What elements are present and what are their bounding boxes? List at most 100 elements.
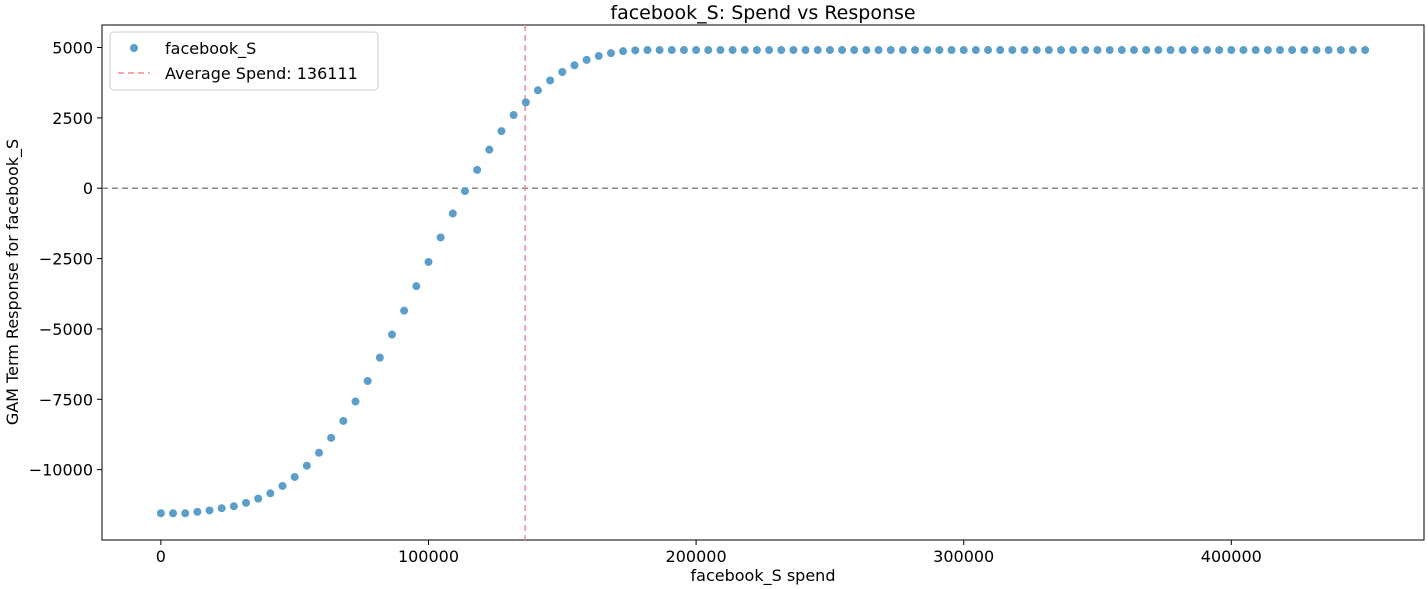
data-point <box>1069 46 1078 55</box>
data-point <box>789 46 798 55</box>
data-point <box>1044 46 1053 55</box>
data-point <box>1312 46 1321 55</box>
data-point <box>777 46 786 55</box>
data-point <box>1300 46 1309 55</box>
data-point <box>1288 46 1297 55</box>
data-point <box>205 506 214 515</box>
data-point <box>898 46 907 55</box>
data-point <box>862 46 871 55</box>
data-point <box>254 494 263 503</box>
data-point <box>765 46 774 55</box>
data-point <box>655 46 664 55</box>
data-point <box>886 46 895 55</box>
data-point <box>1142 46 1151 55</box>
y-tick-label: 2500 <box>52 109 93 128</box>
data-point <box>1105 46 1114 55</box>
data-point <box>1251 46 1260 55</box>
data-point <box>400 306 409 315</box>
data-point <box>1008 46 1017 55</box>
data-point <box>643 46 652 55</box>
data-point <box>412 282 421 291</box>
data-point <box>558 67 567 76</box>
data-point <box>1275 46 1284 55</box>
data-point <box>509 111 518 120</box>
data-point <box>1336 46 1345 55</box>
data-point <box>874 46 883 55</box>
data-point <box>485 145 494 154</box>
plot-area <box>101 24 1425 541</box>
x-tick-label: 300000 <box>933 547 994 566</box>
data-point <box>1202 46 1211 55</box>
data-point <box>242 498 251 507</box>
data-point <box>278 481 287 490</box>
data-point <box>594 51 603 60</box>
data-point <box>813 46 822 55</box>
data-point <box>290 472 299 481</box>
chart-title: facebook_S: Spend vs Response <box>610 2 915 24</box>
data-point <box>911 46 920 55</box>
data-point <box>1263 46 1272 55</box>
data-point <box>266 489 275 498</box>
y-tick-label: −2500 <box>39 250 93 269</box>
data-point <box>1190 46 1199 55</box>
x-tick-label: 200000 <box>666 547 727 566</box>
data-point <box>375 353 384 362</box>
data-point <box>533 86 542 95</box>
data-point <box>497 127 506 136</box>
data-point <box>947 46 956 55</box>
data-point <box>327 433 336 442</box>
data-point <box>1020 46 1029 55</box>
data-point <box>460 187 469 196</box>
legend-label-facebook-s: facebook_S <box>165 39 256 59</box>
data-point <box>546 76 555 85</box>
y-tick-label: −5000 <box>39 320 93 339</box>
x-tick-label: 0 <box>156 547 166 566</box>
y-tick-label: 5000 <box>52 39 93 58</box>
y-tick-label: −10000 <box>29 461 93 480</box>
y-axis-label: GAM Term Response for facebook_S <box>3 139 23 425</box>
legend-label-average-spend: Average Spend: 136111 <box>165 64 358 83</box>
x-axis-label: facebook_S spend <box>691 566 836 586</box>
data-point <box>1093 46 1102 55</box>
data-point <box>169 509 178 518</box>
scatter-points <box>156 46 1370 518</box>
data-point <box>424 257 433 266</box>
data-point <box>1130 46 1139 55</box>
data-point <box>1032 46 1041 55</box>
data-point <box>1239 46 1248 55</box>
data-point <box>971 46 980 55</box>
data-point <box>716 46 725 55</box>
data-point <box>728 46 737 55</box>
data-point <box>302 461 311 470</box>
data-point <box>631 46 640 55</box>
data-point <box>193 507 202 516</box>
data-point <box>181 509 190 518</box>
data-point <box>229 502 238 511</box>
data-point <box>667 46 676 55</box>
data-point <box>351 397 360 406</box>
data-point <box>923 46 932 55</box>
data-point <box>996 46 1005 55</box>
data-point <box>339 416 348 425</box>
data-point <box>1057 46 1066 55</box>
data-point <box>704 46 713 55</box>
data-point <box>1166 46 1175 55</box>
data-point <box>448 209 457 218</box>
data-point <box>935 46 944 55</box>
data-point <box>521 98 530 107</box>
data-point <box>1361 46 1370 55</box>
legend-box <box>109 31 379 91</box>
data-point <box>1324 46 1333 55</box>
data-point <box>387 330 396 339</box>
data-point <box>692 46 701 55</box>
data-point <box>570 61 579 70</box>
x-tick-label: 100000 <box>398 547 459 566</box>
y-axis-ticks: 5000 2500 0 −2500 −5000 −7500 −10000 <box>29 39 102 480</box>
data-point <box>1117 46 1126 55</box>
data-point <box>740 46 749 55</box>
data-point <box>156 509 165 518</box>
y-tick-label: 0 <box>83 179 93 198</box>
data-point <box>619 47 628 56</box>
data-point <box>1348 46 1357 55</box>
